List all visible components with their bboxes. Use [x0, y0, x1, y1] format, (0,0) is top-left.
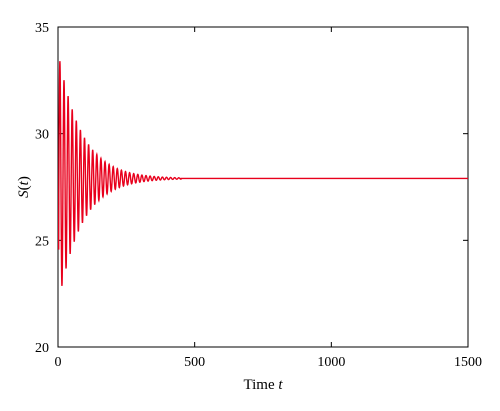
- x-tick-label: 500: [184, 355, 205, 370]
- y-tick-label: 20: [35, 341, 49, 356]
- y-axis-label: S(t): [16, 176, 32, 198]
- y-tick-label: 35: [35, 21, 49, 36]
- x-axis-label: Time t: [243, 377, 283, 393]
- x-tick-label: 0: [55, 355, 62, 370]
- y-tick-label: 25: [35, 234, 49, 249]
- tick-labels: 0 500 1000 1500 20 25 30 35: [35, 21, 482, 370]
- x-tick-label: 1000: [317, 355, 345, 370]
- plot-area-frame: [57, 26, 469, 348]
- series-line-s: [57, 61, 468, 286]
- y-tick-label: 30: [35, 128, 49, 143]
- x-tick-label: 1500: [454, 355, 482, 370]
